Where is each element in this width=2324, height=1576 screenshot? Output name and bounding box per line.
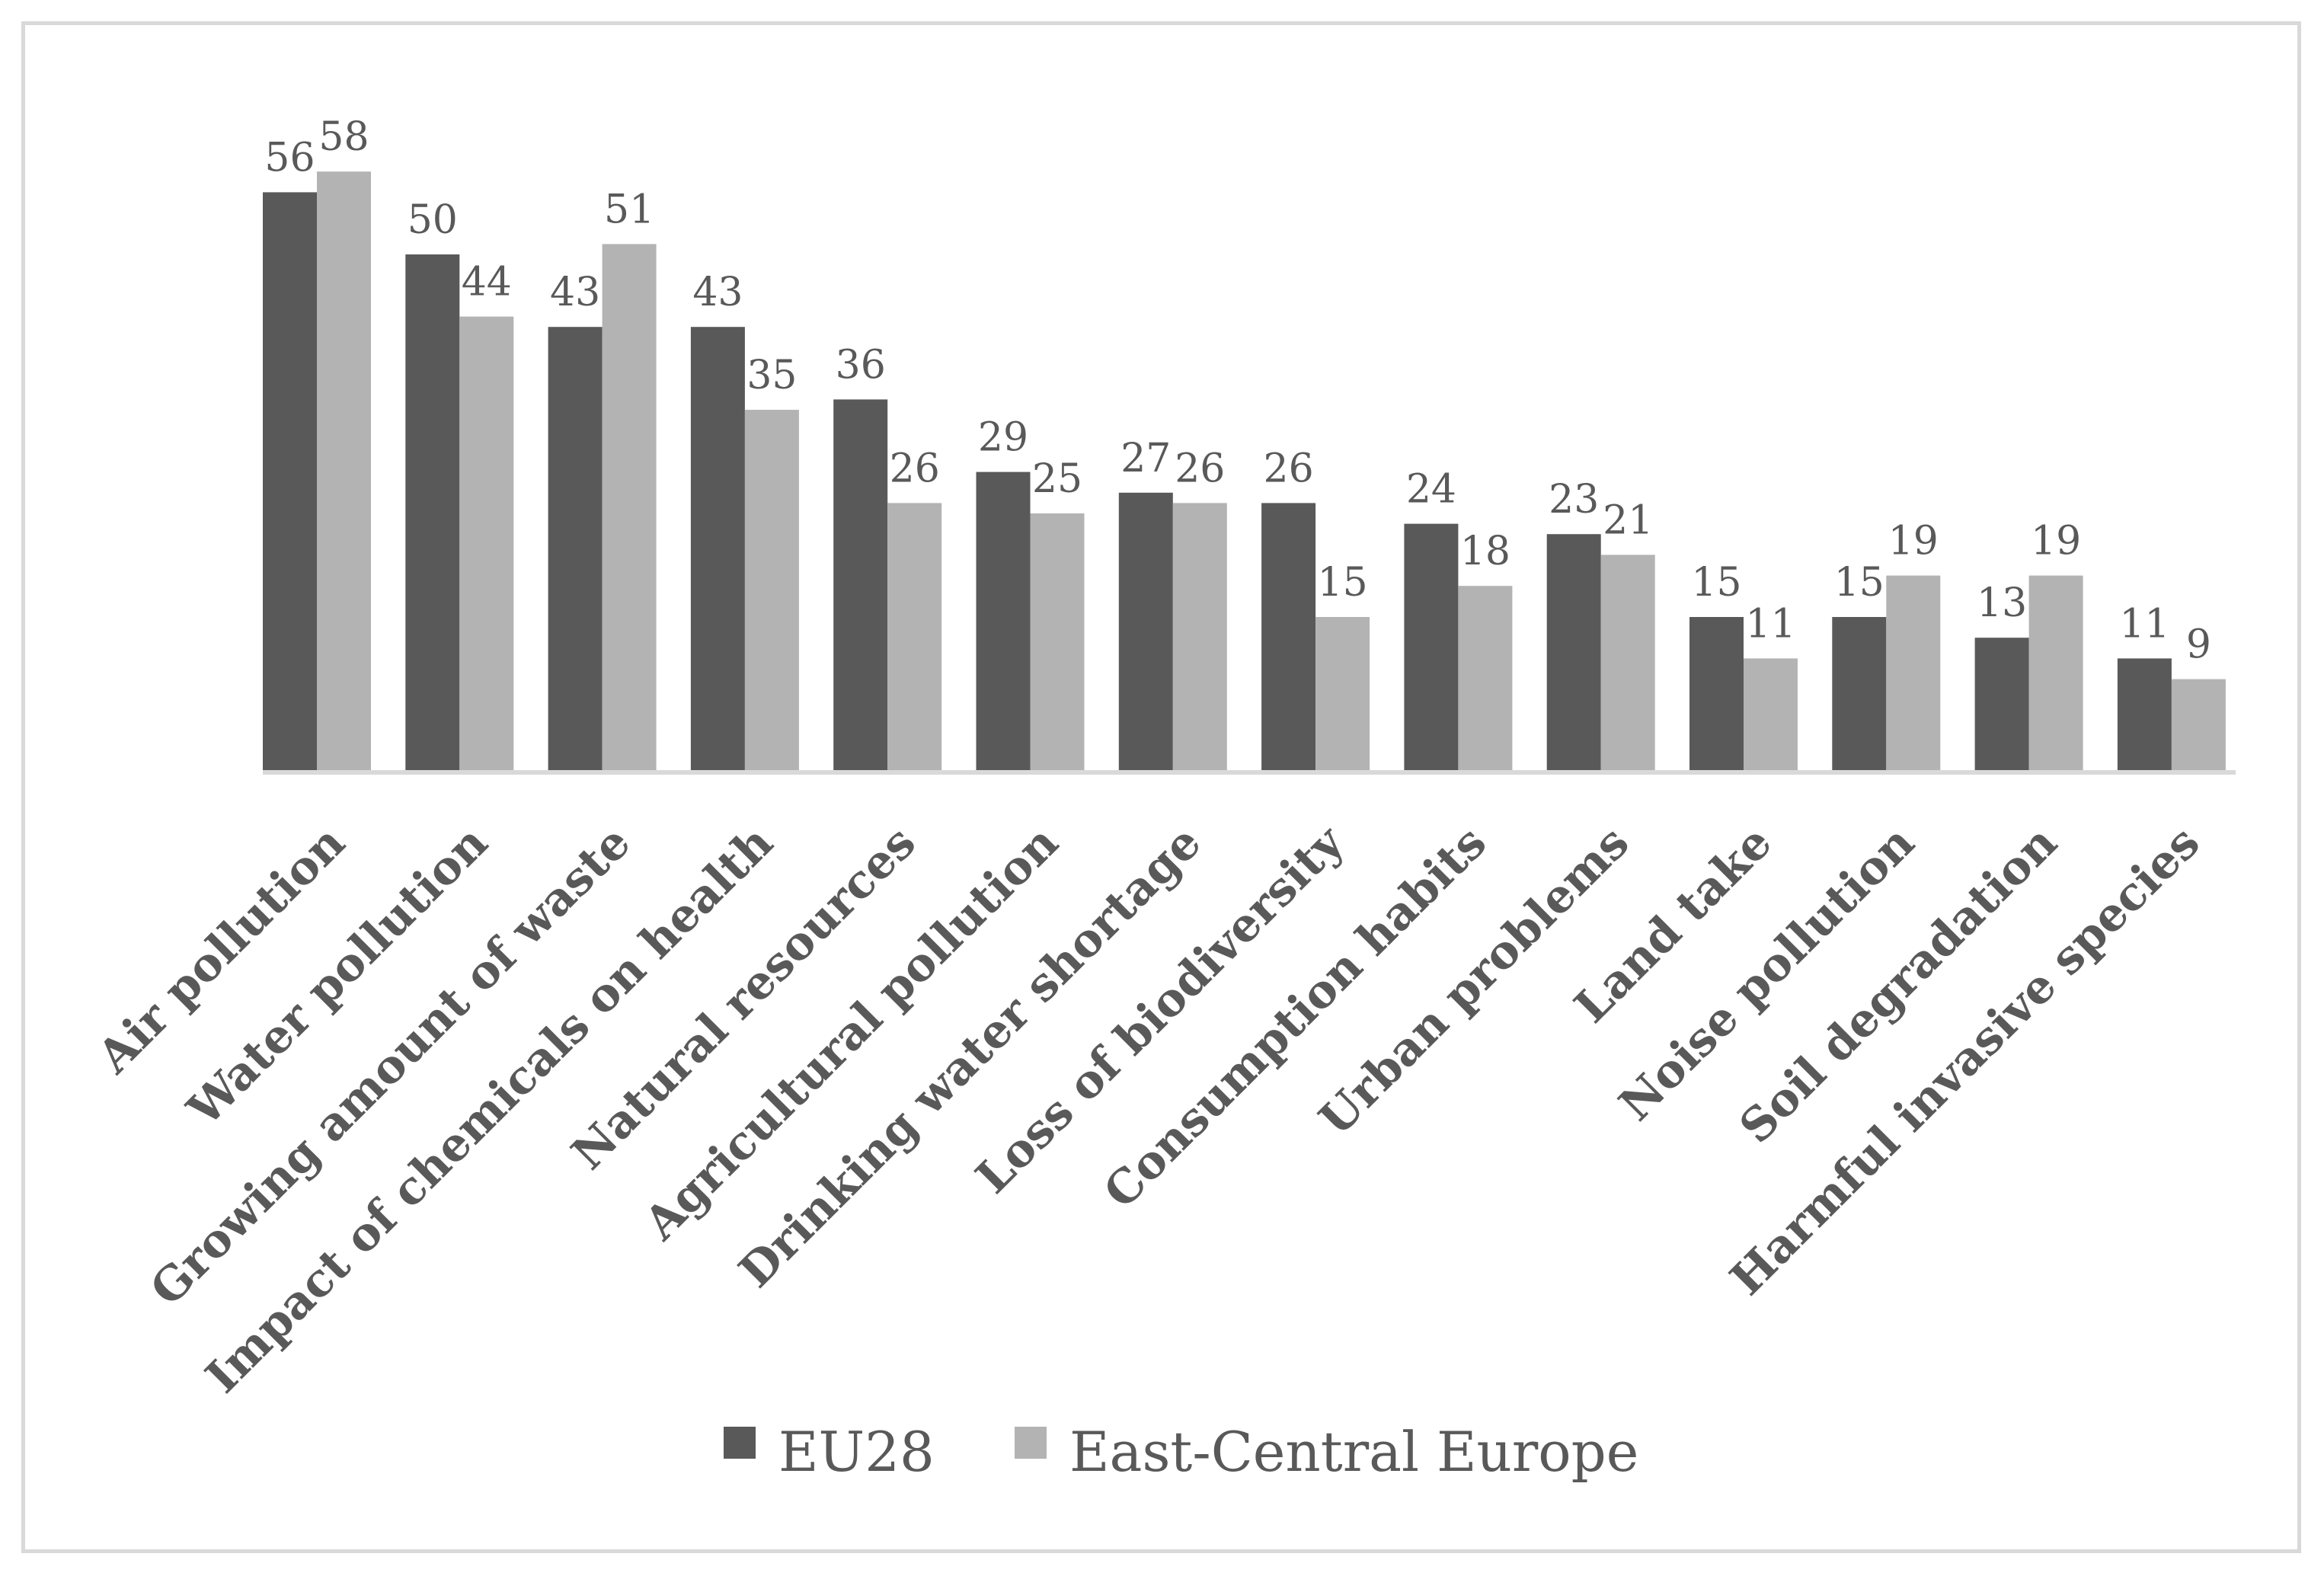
bar-east-central-europe-drinking-water-shortage [1172, 503, 1227, 772]
category-label-air-pollution: Air pollution [87, 816, 355, 1084]
bar-east-central-europe-natural-resources [887, 503, 942, 772]
value-label-east-central-europe-air-pollution: 58 [318, 114, 369, 160]
bar-east-central-europe-air-pollution [317, 171, 371, 772]
value-label-east-central-europe-harmful-invasive-species: 9 [2186, 622, 2211, 668]
bar-east-central-europe-water-pollution [459, 316, 514, 773]
value-label-eu28-natural-resources: 36 [836, 342, 886, 388]
bar-east-central-europe-consumption-habits [1458, 586, 1513, 772]
bar-eu28-soil-degradation [1974, 638, 2029, 772]
value-label-east-central-europe-agricultural-pollution: 25 [1032, 456, 1082, 502]
bar-eu28-harmful-invasive-species [2117, 658, 2172, 772]
bar-eu28-air-pollution [263, 192, 317, 772]
legend-label-eu28: EU28 [778, 1420, 935, 1484]
value-label-eu28-harmful-invasive-species: 11 [2119, 601, 2169, 647]
value-label-east-central-europe-noise-pollution: 19 [1888, 519, 1939, 564]
bar-eu28-natural-resources [833, 399, 888, 772]
value-label-eu28-air-pollution: 56 [264, 135, 315, 181]
value-label-east-central-europe-urban-problems: 21 [1603, 497, 1653, 543]
bars-layer [263, 171, 2226, 773]
bar-east-central-europe-impact-of-chemicals-on-health [744, 410, 799, 772]
value-label-eu28-drinking-water-shortage: 27 [1120, 436, 1171, 481]
value-label-east-central-europe-loss-of-biodiversity: 15 [1318, 560, 1368, 606]
bar-eu28-water-pollution [405, 254, 460, 772]
value-label-east-central-europe-drinking-water-shortage: 26 [1175, 446, 1225, 491]
value-label-eu28-soil-degradation: 13 [1977, 580, 2027, 626]
bar-east-central-europe-loss-of-biodiversity [1315, 617, 1370, 772]
legend: EU28 East-Central Europe [724, 1420, 1638, 1484]
bar-east-central-europe-soil-degradation [2028, 575, 2083, 772]
bar-eu28-agricultural-pollution [976, 472, 1031, 772]
bar-east-central-europe-agricultural-pollution [1030, 513, 1085, 772]
value-label-eu28-loss-of-biodiversity: 26 [1264, 446, 1314, 491]
value-label-east-central-europe-water-pollution: 44 [462, 260, 512, 305]
bar-eu28-urban-problems [1546, 534, 1601, 772]
value-label-east-central-europe-soil-degradation: 19 [2031, 519, 2081, 564]
value-label-eu28-impact-of-chemicals-on-health: 43 [692, 270, 743, 315]
legend-swatch-east-central-europe [1015, 1427, 1047, 1459]
value-label-east-central-europe-land-take: 11 [1745, 601, 1795, 647]
bar-eu28-loss-of-biodiversity [1261, 503, 1316, 772]
value-label-east-central-europe-growing-amount-of-waste: 51 [604, 187, 654, 232]
value-label-east-central-europe-consumption-habits: 18 [1460, 529, 1510, 574]
bar-eu28-drinking-water-shortage [1118, 492, 1173, 772]
bar-east-central-europe-noise-pollution [1886, 575, 1941, 772]
legend-swatch-eu28 [724, 1427, 756, 1459]
bar-east-central-europe-urban-problems [1600, 555, 1655, 772]
value-label-eu28-land-take: 15 [1691, 560, 1741, 606]
bar-eu28-growing-amount-of-waste [548, 327, 603, 772]
value-label-eu28-agricultural-pollution: 29 [978, 415, 1028, 461]
legend-label-east-central-europe: East-Central Europe [1069, 1420, 1638, 1484]
bar-east-central-europe-land-take [1744, 658, 1798, 772]
bar-eu28-noise-pollution [1832, 617, 1887, 772]
chart-frame [21, 21, 2301, 1553]
value-label-eu28-growing-amount-of-waste: 43 [550, 270, 600, 315]
value-label-east-central-europe-impact-of-chemicals-on-health: 35 [746, 353, 797, 398]
value-label-eu28-urban-problems: 23 [1549, 477, 1599, 523]
value-label-east-central-europe-natural-resources: 26 [890, 446, 940, 491]
value-label-eu28-water-pollution: 50 [408, 197, 458, 243]
value-label-eu28-consumption-habits: 24 [1406, 467, 1456, 513]
bar-eu28-impact-of-chemicals-on-health [690, 327, 745, 772]
bar-east-central-europe-growing-amount-of-waste [602, 244, 657, 772]
bar-eu28-consumption-habits [1404, 523, 1459, 772]
bar-eu28-land-take [1689, 617, 1744, 772]
bar-east-central-europe-harmful-invasive-species [2171, 679, 2226, 772]
value-label-eu28-noise-pollution: 15 [1834, 560, 1884, 606]
